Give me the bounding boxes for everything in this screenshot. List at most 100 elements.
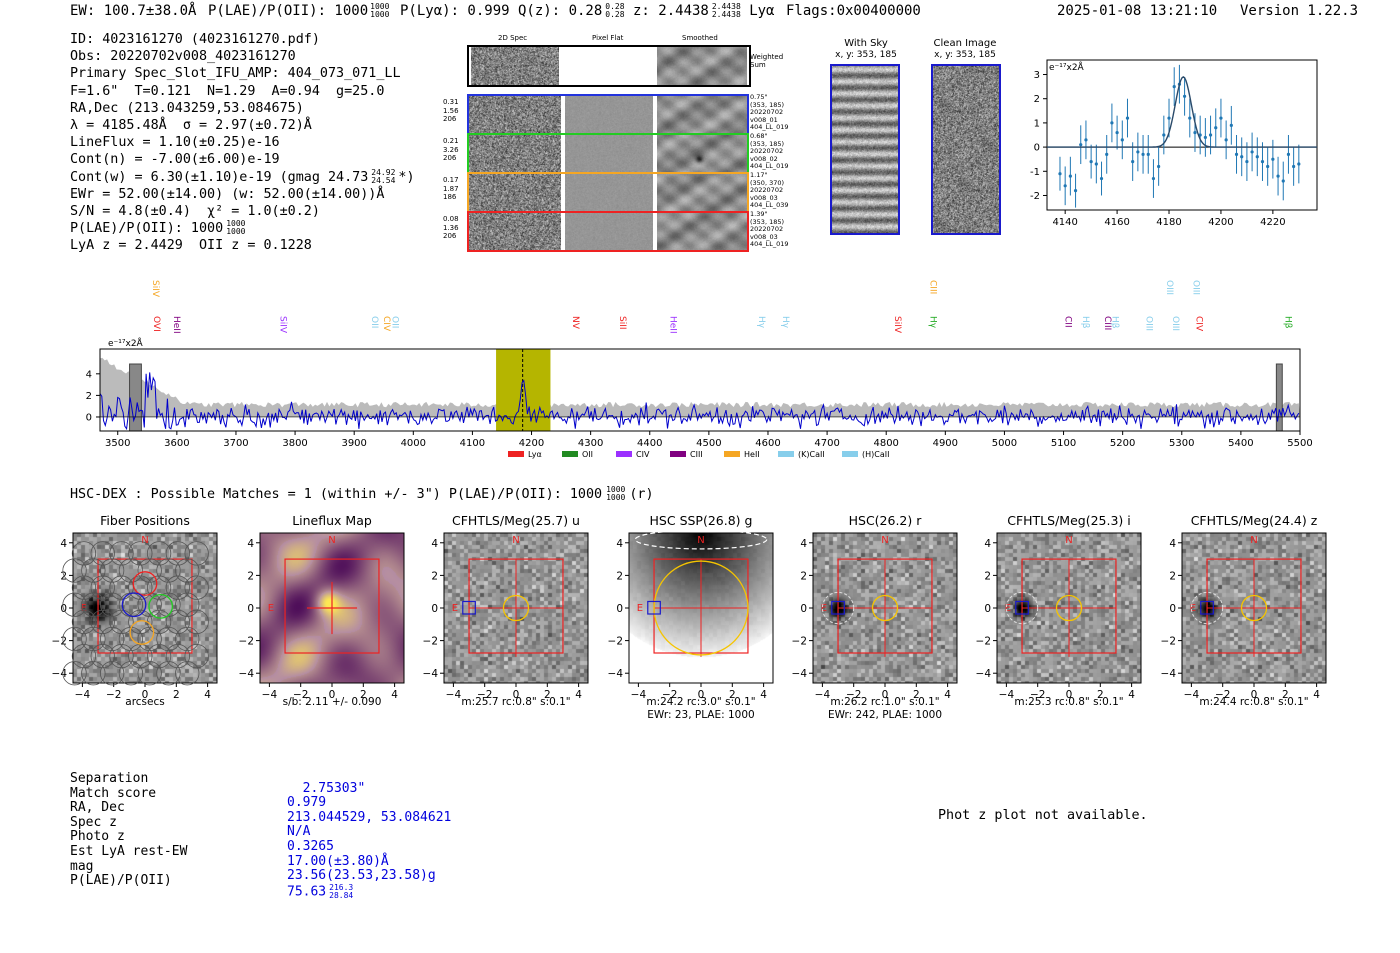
fiber-circle <box>62 661 87 686</box>
spectrum-xtick-label: 3800 <box>282 438 307 449</box>
fiber-circle <box>71 609 97 634</box>
zoom-point <box>1234 135 1239 174</box>
panel-xtick-label: −2 <box>477 689 492 701</box>
zoom-frame <box>1046 59 1318 211</box>
panel-neighbor-circle <box>1005 591 1039 625</box>
info-fraction: 24.92 24.54 <box>371 168 395 185</box>
fiber-circle <box>128 575 153 600</box>
zoom-point <box>1182 76 1187 116</box>
panel-ytick-label: 2 <box>800 570 807 582</box>
panel-xtick-label: −4 <box>75 689 91 701</box>
panel-east-label: E <box>268 603 274 614</box>
info-line-text: Primary Spec_Slot_IFU_AMP: 404_073_071_L… <box>70 66 401 82</box>
panel-north-label: N <box>512 535 519 546</box>
spectrum-xtick-label: 4200 <box>519 438 544 449</box>
info-fraction: 1000 1000 <box>226 220 245 236</box>
panel-ytick-label: −2 <box>239 636 254 648</box>
panel-search-box <box>97 558 193 654</box>
panel-xtick-label: −2 <box>1030 689 1045 701</box>
fiber-circle <box>109 541 134 566</box>
info-fraction-sub: 1000 <box>226 227 246 237</box>
hsc-dex-sup: 1000 <box>606 485 626 494</box>
fiber-red <box>132 571 158 596</box>
zoom-xtick-label: 4220 <box>1260 217 1285 228</box>
match-values: 2.75303" 0.979 213.044529, 53.084621 N/A… <box>287 767 451 900</box>
panel-xtick-label: 0 <box>142 689 149 701</box>
info-line-text: S/N = 4.8(±0.4) χ² = 1.0(±0.2) <box>70 204 320 220</box>
fiber-circle <box>137 626 162 652</box>
zoom-point <box>1208 115 1213 155</box>
zoom-point <box>1188 98 1192 138</box>
spectrum-xtick-label: 3700 <box>223 438 248 449</box>
header-z: z: 2.4438 2.4438 2.4438 Lyα <box>633 3 775 20</box>
zoom-point <box>1146 135 1150 174</box>
cutout-row-stats: 0.17 1.87 186 <box>443 176 459 201</box>
panel-caption-2: EWr: 242, PLAE: 1000 <box>827 709 943 721</box>
panel-match-marker <box>1200 600 1214 615</box>
fiber-circle <box>90 541 115 566</box>
fiber-circle <box>81 558 106 583</box>
panel-ytick-label: −2 <box>423 636 438 648</box>
spectrum-line-label: Hγ <box>756 316 766 329</box>
cutout-row <box>467 133 749 174</box>
zoom-ytick-label: 1 <box>1034 118 1040 129</box>
cutout-row-stats: 0.21 3.26 206 <box>443 137 459 162</box>
panel-neighbor-circle <box>1190 591 1224 625</box>
info-line-text: Cont(w) = 6.30(±1.10)e-19 (gmag 24.73 <box>70 169 369 185</box>
panel-match-marker <box>1015 600 1029 615</box>
panel-ytick-label: −4 <box>976 668 992 680</box>
panel-search-box <box>284 558 380 654</box>
fiber-circle <box>81 592 106 617</box>
fiber-circle <box>62 558 87 583</box>
cutout-row-info: 1.39" (353, 185) 20220702 v008_03 404_LL… <box>750 210 789 248</box>
zoom-point <box>1141 135 1145 174</box>
panel-xtick-label: 2 <box>1097 689 1104 701</box>
spectrum-line-label: CIII <box>1102 316 1112 330</box>
panel-ytick-label: 0 <box>431 603 438 615</box>
panel-ytick-label: 4 <box>984 538 991 550</box>
panel-xtick-label: −4 <box>1184 689 1200 701</box>
panel-caption: m:24.4 rc:0.8" s:0.1" <box>1199 696 1309 708</box>
fiber-circle <box>90 643 115 669</box>
spectrum-line-label: Hγ <box>780 316 790 329</box>
col-header-2dspec: 2D Spec <box>498 34 528 42</box>
cutout-2dspec <box>469 213 561 250</box>
panel-aperture <box>1240 594 1268 622</box>
zoom-point <box>1110 103 1114 143</box>
fiber-circle <box>71 575 97 600</box>
panel-ytick-label: −4 <box>608 668 624 680</box>
panel-ytick-label: 0 <box>616 603 623 615</box>
info-line: P(LAE)/P(OII): 1000 1000 1000 <box>70 220 415 237</box>
spectrum-legend-item: OII <box>562 450 593 459</box>
zoom-point <box>1063 166 1067 206</box>
panel-xtick-label: −2 <box>106 689 121 701</box>
with-sky-title: With Sky x, y: 353, 185 <box>830 38 902 61</box>
panel-ytick-label: 4 <box>800 538 807 550</box>
spectrum-xtick-label: 5500 <box>1287 438 1312 449</box>
hsc-dex-title-text: HSC-DEX : Possible Matches = 1 (within +… <box>70 487 603 502</box>
spectrum-legend-label: (K)CaII <box>798 450 825 459</box>
fiber-circle <box>71 541 97 566</box>
panel-xtick-label: −4 <box>262 689 278 701</box>
zoom-point <box>1266 147 1270 186</box>
spectrum-legend-item: Lyα <box>508 450 542 459</box>
panel-xtick-label: 4 <box>944 689 951 701</box>
panel-match-marker <box>647 600 661 615</box>
zoom-point <box>1271 139 1275 179</box>
panel-north-label: N <box>1250 535 1257 546</box>
info-line: LyA z = 2.4429 OII z = 0.1228 <box>70 237 415 254</box>
fiber-circle <box>109 575 134 600</box>
weighted-sum-label: Weighted Sum <box>750 53 784 69</box>
cutout-smoothed <box>657 213 747 250</box>
fiber-circle <box>156 558 181 583</box>
match-plae-sup: 216.3 <box>329 882 354 892</box>
info-line: F=1.6" T=0.121 N=1.29 A=0.94 g=25.0 <box>70 83 415 100</box>
fiber-circle <box>71 643 97 669</box>
spectrum-chart: 3500 3600 3700 3800 3900 4000 4100 4200 4300 4400… <box>86 280 1313 459</box>
fiber-circle <box>90 575 115 600</box>
zoom-point <box>1286 135 1291 174</box>
fiber-circle <box>118 626 144 652</box>
header-plae-sub: 1000 <box>370 10 390 19</box>
fiber-blue <box>121 592 147 618</box>
panel-xtick-label: 2 <box>173 689 180 701</box>
